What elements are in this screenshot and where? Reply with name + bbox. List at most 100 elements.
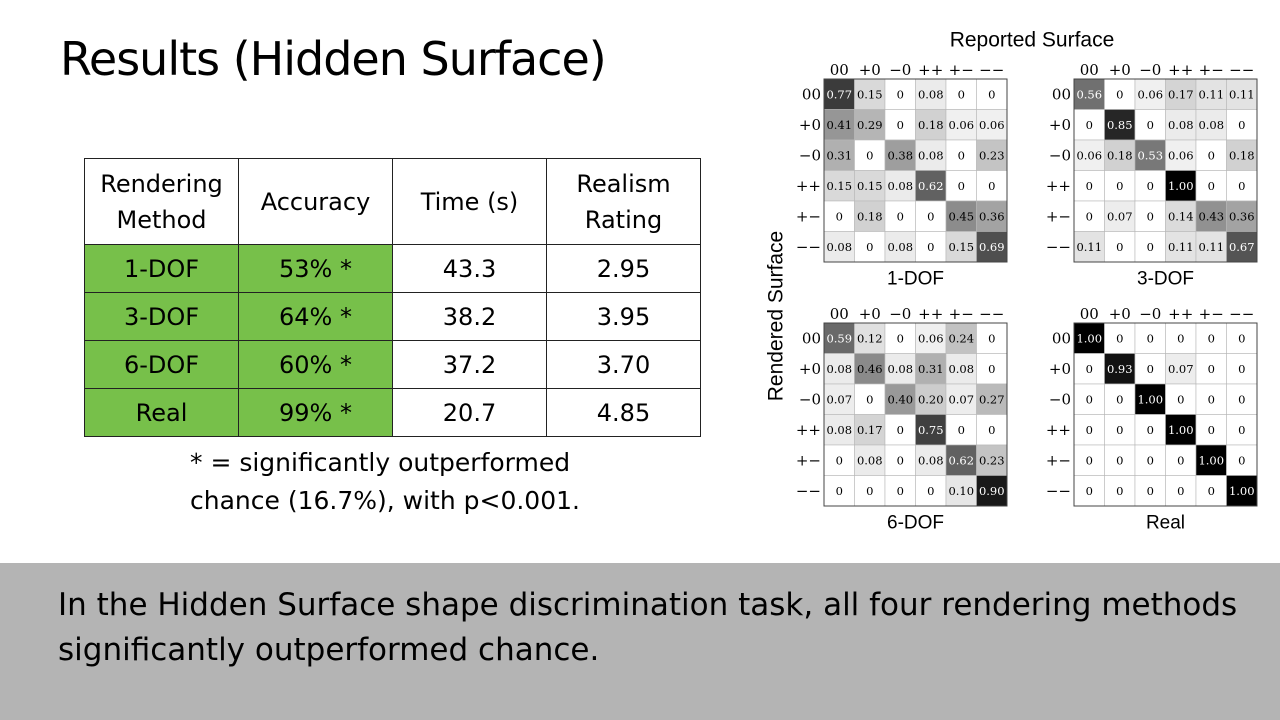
matrix-value-label: 0 xyxy=(1238,118,1245,132)
matrix-cell xyxy=(1104,231,1136,263)
results-table: Rendering Method Accuracy Time (s) Realis… xyxy=(84,158,701,437)
matrix-cell xyxy=(1165,475,1197,507)
matrix-cell xyxy=(1165,383,1197,415)
footnote-line-2: chance (16.7%), with p<0.001. xyxy=(190,486,580,515)
matrix-row-label: +0 xyxy=(1049,360,1071,378)
matrix-cell xyxy=(1195,231,1227,263)
matrix-value-label: 0 xyxy=(1208,362,1215,376)
matrix-row-label: −0 xyxy=(799,146,821,164)
matrix-cell xyxy=(1165,353,1197,385)
matrix-col-label: −0 xyxy=(1139,61,1161,79)
matrix-col-label: 00 xyxy=(1080,61,1099,79)
matrix-cell xyxy=(1165,414,1197,446)
matrix-cell xyxy=(976,78,1008,110)
matrix-value-label: 0.06 xyxy=(948,118,974,132)
matrix-value-label: 0.53 xyxy=(1137,148,1163,162)
matrix-cell xyxy=(1104,109,1136,141)
matrix-value-label: 0.90 xyxy=(979,484,1005,498)
matrix-col-label: −− xyxy=(979,305,1004,323)
matrix-value-label: 0 xyxy=(1177,331,1184,345)
matrix-col-label: ++ xyxy=(918,305,943,323)
matrix-name-label: 3-DOF xyxy=(1137,269,1194,290)
matrix-cell xyxy=(1073,475,1105,507)
matrix-cell xyxy=(976,109,1008,141)
matrix-cell xyxy=(884,353,916,385)
matrix-value-label: 0.23 xyxy=(979,148,1005,162)
matrix-cell xyxy=(854,78,886,110)
matrix-row-label: ++ xyxy=(1046,177,1071,195)
matrix-col-label: −− xyxy=(1229,305,1254,323)
matrix-cell xyxy=(915,109,947,141)
matrix-cell xyxy=(1226,383,1258,415)
matrix-value-label: 0 xyxy=(1147,362,1154,376)
matrix-name-label: 1-DOF xyxy=(887,269,944,290)
table-row: 3-DOF 64% * 38.2 3.95 xyxy=(84,292,701,341)
matrix-cell xyxy=(915,414,947,446)
matrix-cell xyxy=(915,353,947,385)
matrix-value-label: 0 xyxy=(1147,331,1154,345)
matrix-cell xyxy=(884,383,916,415)
matrix-value-label: 0.12 xyxy=(857,331,883,345)
matrix-cell xyxy=(976,231,1008,263)
matrix-value-label: 0.06 xyxy=(1168,148,1194,162)
matrix-cell xyxy=(1073,231,1105,263)
matrix-value-label: 0.08 xyxy=(887,362,913,376)
matrix-value-label: 0.77 xyxy=(826,87,852,101)
matrix-value-label: 0 xyxy=(1147,484,1154,498)
matrix-cell xyxy=(1073,383,1105,415)
matrix-col-label: +− xyxy=(1199,305,1224,323)
matrix-border xyxy=(1073,78,1258,263)
matrix-cell xyxy=(945,231,977,263)
matrix-value-label: 0 xyxy=(897,453,904,467)
matrix-value-label: 0 xyxy=(897,87,904,101)
matrix-value-label: 0 xyxy=(1086,209,1093,223)
cell-method: Real xyxy=(84,388,239,437)
matrix-value-label: 0 xyxy=(958,148,965,162)
matrix-row-label: +− xyxy=(1046,451,1071,469)
matrix-row-label: −0 xyxy=(1049,146,1071,164)
matrix-row-label: +0 xyxy=(799,360,821,378)
cell-realism: 2.95 xyxy=(546,244,701,293)
matrix-cell xyxy=(1165,200,1197,232)
matrix-cell xyxy=(1195,170,1227,202)
matrix-cell xyxy=(945,170,977,202)
matrix-value-label: 0 xyxy=(1116,87,1123,101)
matrix-cell xyxy=(976,383,1008,415)
slide-title: Results (Hidden Surface) xyxy=(60,32,607,86)
caption-bar: In the Hidden Surface shape discriminati… xyxy=(0,563,1280,720)
matrix-cell xyxy=(854,231,886,263)
matrix-value-label: 0.18 xyxy=(857,209,883,223)
matrix-value-label: 0 xyxy=(1147,453,1154,467)
matrix-col-label: −0 xyxy=(889,305,911,323)
matrix-value-label: 0.17 xyxy=(857,423,883,437)
rendered-surface-title: Rendered Surface xyxy=(765,231,788,401)
matrix-value-label: 0.08 xyxy=(887,240,913,254)
matrix-cell xyxy=(1104,170,1136,202)
matrix-value-label: 0.07 xyxy=(826,392,852,406)
matrix-value-label: 0.08 xyxy=(1198,118,1224,132)
matrix-value-label: 0 xyxy=(1086,179,1093,193)
matrix-value-label: 0 xyxy=(988,87,995,101)
matrix-value-label: 0 xyxy=(1116,240,1123,254)
matrix-value-label: 0.08 xyxy=(918,453,944,467)
matrix-value-label: 0 xyxy=(1116,392,1123,406)
matrix-value-label: 0.15 xyxy=(857,87,883,101)
matrix-col-label: ++ xyxy=(1168,61,1193,79)
matrix-value-label: 0.36 xyxy=(979,209,1005,223)
matrix-value-label: 0 xyxy=(866,392,873,406)
matrix-cell xyxy=(945,78,977,110)
matrix-cell xyxy=(1073,353,1105,385)
matrix-value-label: 0.06 xyxy=(1076,148,1102,162)
matrix-cell xyxy=(1165,444,1197,476)
matrix-value-label: 0 xyxy=(1238,453,1245,467)
matrix-col-label: −− xyxy=(1229,61,1254,79)
matrix-col-label: +− xyxy=(1199,61,1224,79)
matrix-value-label: 0 xyxy=(927,209,934,223)
matrix-value-label: 0 xyxy=(1116,179,1123,193)
matrix-cell xyxy=(976,353,1008,385)
matrix-value-label: 0 xyxy=(958,423,965,437)
matrix-cell xyxy=(1134,322,1166,354)
matrix-value-label: 0 xyxy=(1147,209,1154,223)
matrix-value-label: 0.62 xyxy=(948,453,974,467)
matrix-col-label: +− xyxy=(949,305,974,323)
